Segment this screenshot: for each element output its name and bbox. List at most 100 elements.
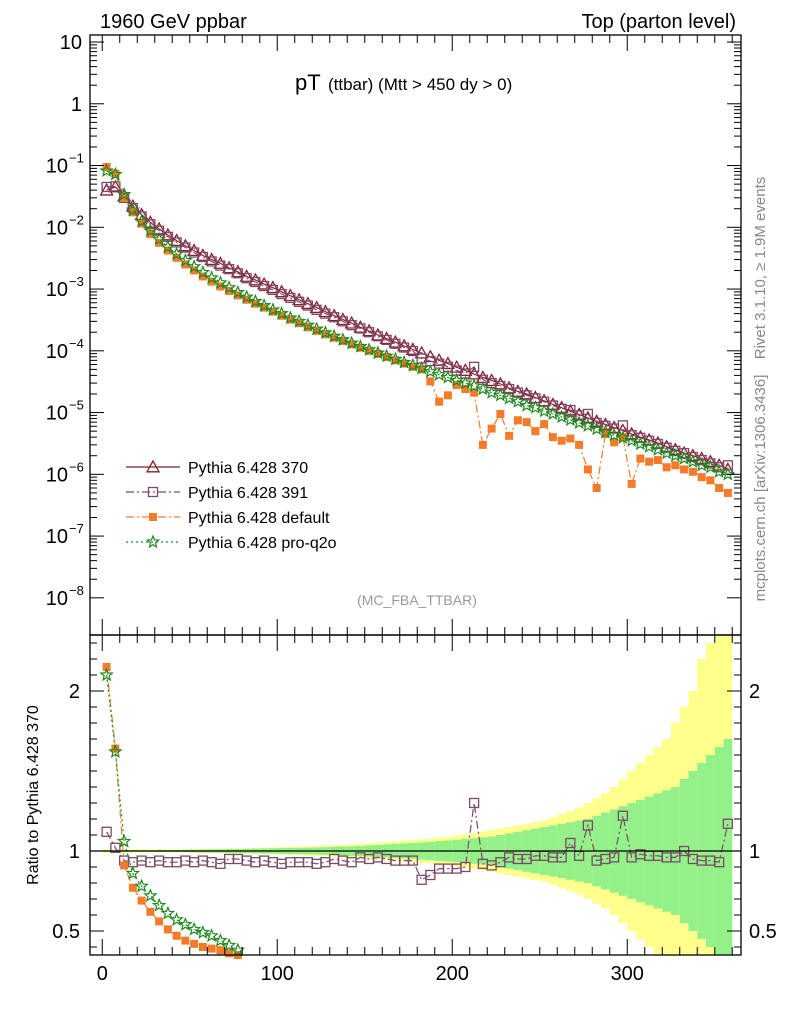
main-data-point [522,418,531,427]
legend-entry: Pythia 6.428 pro-q2o [126,534,337,552]
ratio-y-tick-label: 2 [69,681,80,703]
main-series-line [106,185,729,468]
ratio-series-2 [99,667,246,957]
ratio-data-point [116,833,132,848]
main-data-point [230,264,245,278]
legend-entry: Pythia 6.428 default [126,510,330,527]
main-data-point [723,488,732,497]
main-data-point [697,473,706,482]
main-data-point [671,461,680,470]
legend-marker [149,513,157,521]
process-label: Top (parton level) [581,11,736,33]
ratio-series-0 [101,797,734,885]
ratio-data-point [178,916,193,931]
main-data-point [274,305,289,320]
main-data-point [435,397,444,406]
main-data-point [563,403,578,417]
main-data-point [145,219,156,230]
ratio-series-line [106,674,239,951]
x-tick-label: 100 [261,963,294,985]
main-data-point [624,426,639,440]
main-y-tick-exponent: −8 [69,583,84,598]
main-data-point [143,215,158,228]
main-data-point [292,292,307,306]
main-data-point [283,310,298,325]
main-data-point [624,433,639,447]
data-curves [99,162,736,959]
main-data-point [361,342,377,356]
x-tick-label: 200 [436,963,469,985]
main-data-point [443,391,452,400]
main-data-point [186,259,202,273]
main-data-point [645,457,654,466]
ratio-data-point [99,667,114,682]
ratio-data-point [186,921,202,936]
main-data-point [405,342,420,355]
ratio-data-point [713,857,725,868]
legend-marker [145,459,161,473]
main-data-point [125,202,141,217]
main-data-point [662,463,671,472]
main-data-point [545,406,561,421]
main-data-point [169,246,184,261]
main-data-point [344,315,359,329]
main-data-point [335,312,350,326]
main-y-tick-label: 10 [60,32,82,54]
main-y-tick-label: 1 [71,94,82,116]
main-data-point [169,233,184,247]
main-data-point [676,450,692,465]
main-data-point [143,223,158,237]
main-data-point [557,436,566,445]
main-data-point [540,420,549,429]
main-data-point [134,213,149,228]
main-data-point [680,465,689,474]
main-data-point [213,256,228,269]
ratio-data-point [108,744,123,759]
main-data-point [685,448,700,462]
main-data-point [274,284,289,298]
ratio-data-point [134,878,149,893]
main-data-point [589,414,604,427]
main-data-point [615,430,631,445]
main-data-point [706,476,715,485]
ratio-data-point [146,907,155,916]
main-data-point [688,467,697,476]
ratio-data-point [128,883,137,892]
main-data-point [720,466,736,481]
main-y-tick-label: 10 [46,279,68,301]
ratio-y-axis-label: Ratio to Pythia 6.428 370 [25,705,42,885]
ratio-data-point [110,842,121,853]
legend-marker [147,486,159,498]
main-y-tick-label: 10 [46,526,68,548]
ratio-data-point [565,837,576,849]
ratio-data-point [416,874,427,885]
ratio-data-point [213,932,228,947]
main-data-point [187,243,202,257]
main-data-point [222,260,237,274]
main-data-point [487,424,496,433]
main-data-point [151,231,167,246]
main-data-point [265,280,280,294]
main-data-point [204,252,219,266]
main-data-point [636,454,645,463]
green-band-bin [723,739,733,955]
main-data-point [431,367,447,381]
main-y-tick-exponent: −1 [69,151,84,166]
main-data-point [110,181,121,192]
main-data-point [513,416,522,425]
main-data-point [423,363,438,378]
main-data-point [627,479,636,488]
ratio-data-point [468,797,480,809]
main-data-point [326,328,342,343]
main-data-point [458,375,473,390]
main-data-point [309,300,324,314]
main-data-point [213,275,228,290]
ratio-data-point [722,818,734,829]
main-y-tick-exponent: −7 [69,521,84,536]
main-data-point [414,360,429,375]
main-y-tick-exponent: −6 [69,459,84,474]
main-data-point [694,451,709,464]
x-tick-label: 300 [611,963,644,985]
ratio-y-tick-label: 1 [69,841,80,863]
main-data-point [493,387,508,402]
